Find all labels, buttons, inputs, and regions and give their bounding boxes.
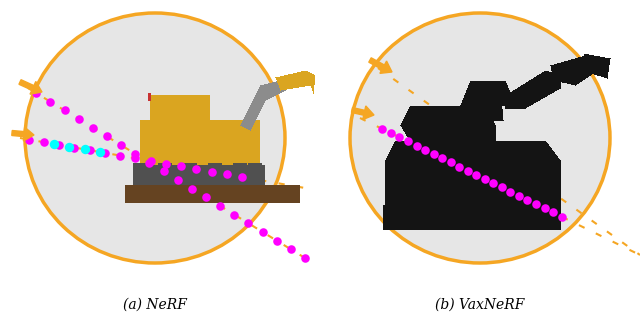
Point (207, 169, 217, 174)
Point (531, 202, 541, 207)
Point (497, 185, 507, 190)
Point (102, 134, 112, 139)
Point (159, 169, 169, 174)
Point (84, 148, 95, 153)
Point (64, 144, 74, 149)
FancyArrow shape (351, 106, 374, 120)
Text: (b) VaxNeRF: (b) VaxNeRF (435, 298, 525, 312)
Point (49, 141, 60, 146)
Point (412, 143, 422, 148)
Point (557, 214, 567, 219)
Point (506, 189, 516, 194)
Point (176, 164, 186, 169)
Point (454, 164, 465, 169)
Point (24, 137, 34, 142)
Point (145, 160, 155, 165)
Point (95, 149, 105, 154)
Point (69, 145, 79, 150)
Point (45, 99, 56, 104)
Point (173, 177, 183, 182)
Point (38, 140, 49, 145)
FancyArrow shape (12, 127, 34, 141)
Point (386, 130, 396, 136)
Point (237, 174, 248, 180)
Point (488, 181, 499, 186)
Point (540, 206, 550, 211)
Point (215, 204, 225, 209)
Point (300, 256, 310, 261)
Point (79, 147, 90, 152)
Point (116, 143, 126, 148)
Point (187, 186, 197, 191)
Point (378, 126, 388, 131)
Point (403, 139, 413, 144)
Point (522, 197, 532, 203)
Point (437, 156, 447, 161)
Point (60, 108, 70, 113)
Point (420, 147, 430, 152)
Point (471, 172, 481, 177)
Ellipse shape (25, 13, 285, 263)
Text: (a) NeRF: (a) NeRF (123, 298, 187, 312)
Point (100, 150, 110, 155)
Point (285, 247, 296, 252)
Point (115, 153, 125, 158)
Point (88, 125, 98, 130)
Point (130, 151, 140, 156)
Point (429, 152, 439, 157)
Point (271, 238, 282, 243)
Point (145, 158, 156, 163)
Point (229, 212, 239, 217)
Point (257, 229, 268, 234)
Point (54, 142, 64, 147)
Point (201, 195, 211, 200)
Point (161, 161, 171, 166)
FancyArrow shape (19, 80, 42, 94)
Point (394, 135, 404, 140)
Point (463, 168, 473, 173)
Point (31, 91, 42, 96)
Point (74, 116, 84, 122)
Point (131, 156, 141, 161)
Point (514, 193, 524, 198)
Point (191, 167, 202, 172)
FancyArrow shape (369, 58, 392, 73)
Point (548, 210, 558, 215)
Point (445, 160, 456, 165)
Point (480, 176, 490, 182)
Point (243, 221, 253, 226)
Point (222, 172, 232, 177)
Ellipse shape (350, 13, 610, 263)
